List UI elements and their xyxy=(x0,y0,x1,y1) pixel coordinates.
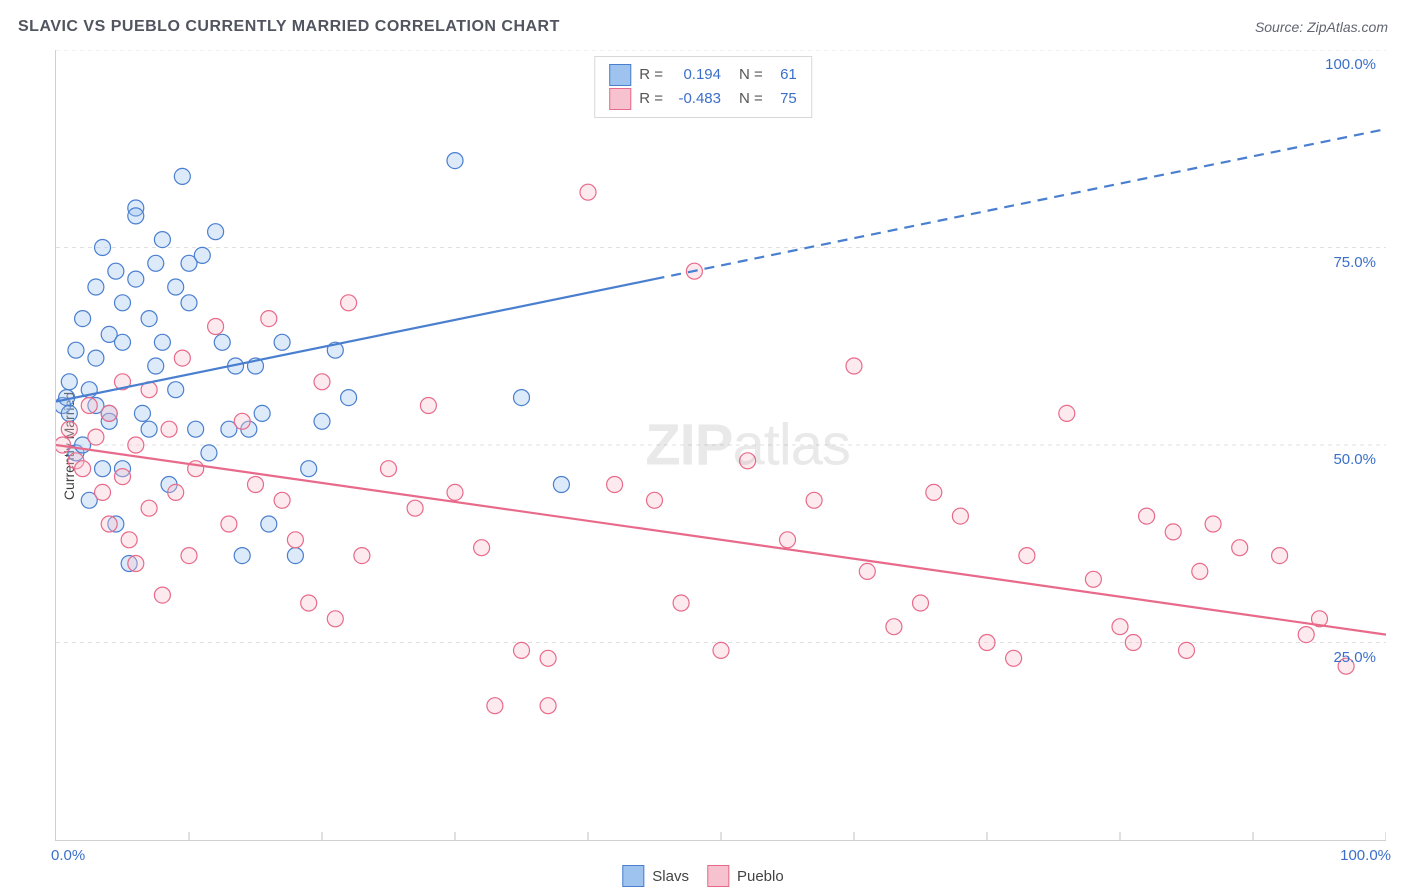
stats-row-pueblo: R = -0.483 N = 75 xyxy=(609,87,797,111)
legend-item-slavs: Slavs xyxy=(622,865,689,887)
y-tick-label: 75.0% xyxy=(1333,254,1376,271)
x-axis-max: 100.0% xyxy=(1340,847,1391,864)
legend-label-slavs: Slavs xyxy=(652,868,689,885)
source-label: Source: ZipAtlas.com xyxy=(1255,19,1388,35)
swatch-pueblo xyxy=(609,88,631,110)
series-legend: Slavs Pueblo xyxy=(622,865,783,887)
chart-area: ZIPatlas 25.0%50.0%75.0%100.0% 0.0% 100.… xyxy=(55,50,1386,841)
scatter-plot-svg xyxy=(56,50,1386,840)
y-tick-label: 100.0% xyxy=(1325,56,1376,73)
stats-legend: R = 0.194 N = 61 R = -0.483 N = 75 xyxy=(594,56,812,118)
legend-swatch-slavs xyxy=(622,865,644,887)
swatch-slavs xyxy=(609,64,631,86)
legend-label-pueblo: Pueblo xyxy=(737,868,784,885)
x-axis-min: 0.0% xyxy=(51,847,85,864)
stats-row-slavs: R = 0.194 N = 61 xyxy=(609,63,797,87)
y-tick-label: 50.0% xyxy=(1333,451,1376,468)
legend-swatch-pueblo xyxy=(707,865,729,887)
y-tick-label: 25.0% xyxy=(1333,649,1376,666)
chart-title: SLAVIC VS PUEBLO CURRENTLY MARRIED CORRE… xyxy=(18,18,560,36)
legend-item-pueblo: Pueblo xyxy=(707,865,784,887)
